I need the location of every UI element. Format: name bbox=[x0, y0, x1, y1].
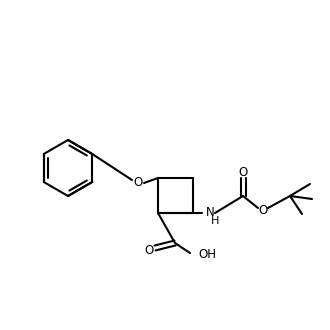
Text: H: H bbox=[211, 216, 219, 226]
Text: O: O bbox=[258, 204, 268, 216]
Text: N: N bbox=[206, 207, 214, 219]
Text: O: O bbox=[145, 245, 154, 257]
Text: OH: OH bbox=[198, 248, 216, 261]
Text: O: O bbox=[133, 177, 143, 189]
Text: O: O bbox=[238, 166, 248, 179]
